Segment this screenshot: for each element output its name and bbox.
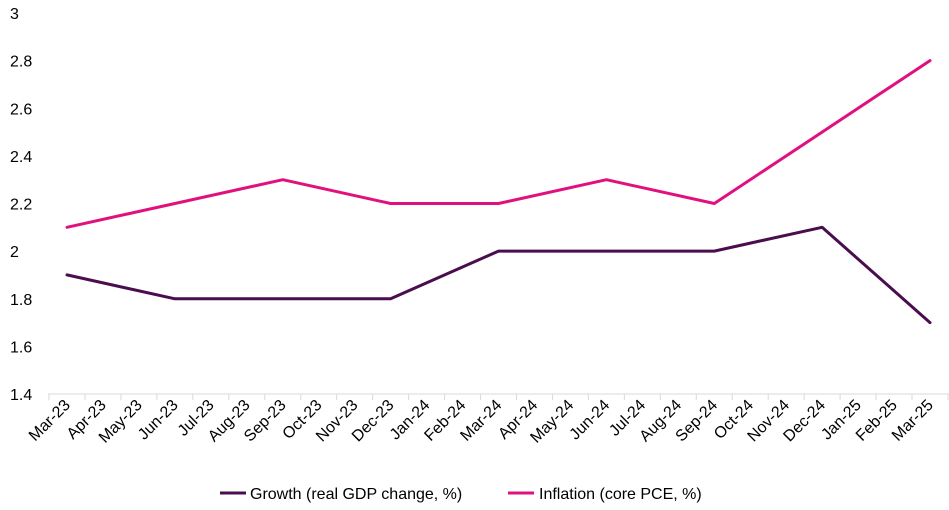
x-tick-label: Mar-23 (26, 397, 74, 445)
y-axis-labels: 1.4 1.6 1.8 2 2.2 2.4 2.6 2.8 3 (10, 6, 32, 404)
x-tick-label: Mar-24 (457, 397, 505, 445)
x-axis-ticks (48, 394, 949, 400)
y-tick-label: 2 (10, 244, 19, 261)
series-lines (65, 59, 932, 325)
x-tick-label: Jun-23 (135, 397, 182, 444)
y-tick-label: 2.4 (10, 149, 32, 166)
legend-label: Growth (real GDP change, %) (250, 486, 462, 503)
x-tick-label: Mar-25 (889, 397, 937, 445)
y-tick-label: 3 (10, 6, 19, 23)
series-line-inflation (65, 59, 932, 229)
y-tick-label: 2.2 (10, 197, 32, 214)
y-tick-label: 1.6 (10, 339, 32, 356)
legend: Growth (real GDP change, %) Inflation (co… (220, 486, 702, 503)
legend-item-growth: Growth (real GDP change, %) (220, 486, 462, 503)
y-tick-label: 1.4 (10, 387, 32, 404)
y-tick-label: 1.8 (10, 292, 32, 309)
y-tick-label: 2.8 (10, 54, 32, 71)
y-tick-label: 2.6 (10, 101, 32, 118)
legend-label: Inflation (core PCE, %) (539, 486, 702, 503)
x-tick-label: Jun-24 (567, 397, 614, 444)
legend-item-inflation: Inflation (core PCE, %) (508, 486, 702, 503)
series-line-growth (65, 225, 932, 325)
x-axis-labels: Mar-23Apr-23May-23Jun-23Jul-23Aug-23Sep-… (26, 397, 937, 447)
